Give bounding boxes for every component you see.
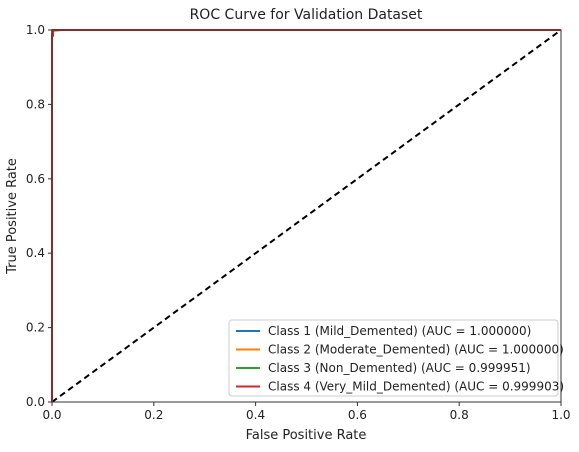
legend-label-class-4: Class 4 (Very_Mild_Demented) (AUC = 0.99… xyxy=(268,380,564,394)
y-axis-label: True Positive Rate xyxy=(5,158,20,275)
legend-box xyxy=(228,319,559,397)
legend-label-class-2: Class 2 (Moderate_Demented) (AUC = 1.000… xyxy=(268,343,564,357)
x-tick-label: 0.4 xyxy=(246,408,265,422)
legend-label-class-3: Class 3 (Non_Demented) (AUC = 0.999951) xyxy=(268,361,531,375)
x-tick-label: 0.8 xyxy=(450,408,469,422)
x-tick-label: 0.2 xyxy=(144,408,163,422)
plot-frame xyxy=(51,29,562,403)
x-axis-ticks: 0.0 0.2 0.4 0.6 0.8 1.0 xyxy=(42,402,571,422)
y-tick-label: 0.2 xyxy=(26,321,45,335)
chart-title: ROC Curve for Validation Dataset xyxy=(190,7,423,23)
legend-label-class-1: Class 1 (Mild_Demented) (AUC = 1.000000) xyxy=(268,324,531,338)
y-tick-label: 0.0 xyxy=(26,395,45,409)
x-tick-label: 0.6 xyxy=(348,408,367,422)
x-tick-label: 1.0 xyxy=(551,408,570,422)
reference-diagonal-line xyxy=(51,29,562,403)
x-axis-label: False Positive Rate xyxy=(246,428,367,443)
x-tick-label: 0.0 xyxy=(42,408,61,422)
y-tick-label: 0.4 xyxy=(26,246,45,260)
y-tick-label: 0.6 xyxy=(26,172,45,186)
y-tick-label: 1.0 xyxy=(26,23,45,37)
y-tick-label: 0.8 xyxy=(26,97,45,111)
legend: Class 1 (Mild_Demented) (AUC = 1.000000)… xyxy=(228,319,564,397)
y-axis-ticks: 0.0 0.2 0.4 0.6 0.8 1.0 xyxy=(26,23,52,409)
